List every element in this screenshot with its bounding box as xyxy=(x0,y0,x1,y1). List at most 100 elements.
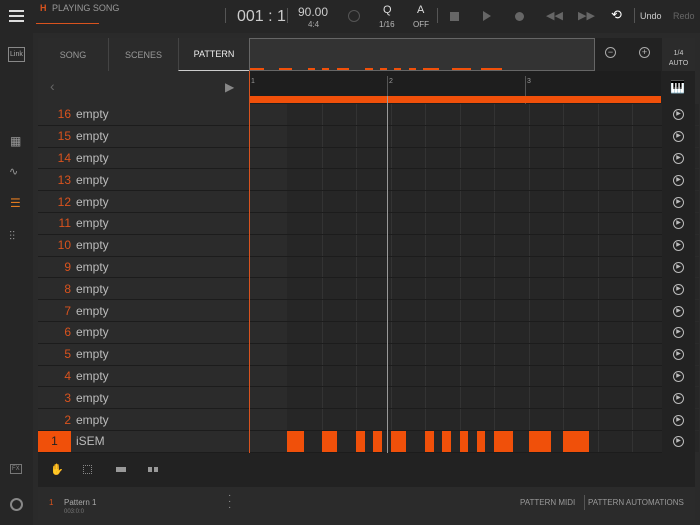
track-lane[interactable] xyxy=(287,234,699,256)
tempo[interactable]: 90.00 xyxy=(298,5,329,19)
track-play-button[interactable]: ▶ xyxy=(662,322,695,344)
loop-icon[interactable]: ⟲ xyxy=(611,7,622,22)
track-name[interactable]: empty xyxy=(76,390,109,405)
track-row[interactable]: 6 empty xyxy=(38,322,699,344)
track-row[interactable]: 2 empty xyxy=(38,409,699,431)
track-name[interactable]: empty xyxy=(76,303,109,318)
track-row[interactable]: 13 empty xyxy=(38,169,699,192)
menu-icon[interactable] xyxy=(9,10,24,22)
note-block[interactable] xyxy=(287,431,305,452)
track-lane[interactable] xyxy=(287,278,699,300)
track-name[interactable]: empty xyxy=(76,281,109,296)
song-position[interactable]: 001 : 1 xyxy=(237,8,286,25)
track-row[interactable]: 8 empty xyxy=(38,278,699,301)
link-button[interactable]: Link xyxy=(8,47,25,62)
note-block[interactable] xyxy=(528,431,551,452)
track-play-button[interactable]: ▶ xyxy=(662,125,695,148)
piano-icon[interactable]: 🎹 xyxy=(670,80,685,94)
track-row[interactable]: 14 empty xyxy=(38,147,699,170)
track-lane[interactable] xyxy=(287,409,699,430)
follow-playhead-icon[interactable]: ▶ xyxy=(225,80,235,94)
track-lane[interactable] xyxy=(287,191,699,212)
grid-icon[interactable]: ▦ xyxy=(10,134,22,148)
track-lane[interactable] xyxy=(287,104,699,125)
track-row[interactable]: 10 empty xyxy=(38,234,699,257)
zoom-out-icon[interactable]: − xyxy=(605,47,616,58)
note-block[interactable] xyxy=(356,431,365,452)
track-lane[interactable] xyxy=(287,322,699,343)
mixer-icon[interactable]: ⫶⫶ xyxy=(9,229,16,243)
track-row[interactable]: 9 empty xyxy=(38,256,699,279)
zoom-in-icon[interactable]: + xyxy=(639,47,650,58)
track-lane[interactable] xyxy=(287,213,699,234)
fast-forward-icon[interactable]: ▶▶ xyxy=(578,10,595,22)
track-name[interactable]: empty xyxy=(76,107,109,122)
track-lane[interactable] xyxy=(287,147,699,169)
track-lane[interactable] xyxy=(287,256,699,278)
track-play-button[interactable]: ▶ xyxy=(662,300,695,322)
track-lane[interactable] xyxy=(287,169,699,191)
track-play-button[interactable]: ▶ xyxy=(662,191,695,213)
note-block[interactable] xyxy=(321,431,338,452)
track-play-button[interactable]: ▶ xyxy=(662,169,695,192)
select-tool-icon[interactable] xyxy=(83,465,92,474)
track-lane[interactable] xyxy=(287,431,699,452)
more-options-icon[interactable]: · · · xyxy=(228,490,232,513)
grid-setting-button[interactable]: 1/4 AUTO xyxy=(662,38,695,71)
back-icon[interactable]: ‹ xyxy=(50,78,55,94)
track-row[interactable]: 16 empty xyxy=(38,104,699,126)
track-name[interactable]: empty xyxy=(76,129,109,144)
note-block[interactable] xyxy=(459,431,469,452)
pattern-midi-button[interactable]: PATTERN MIDI xyxy=(520,498,576,507)
track-row[interactable]: 12 empty xyxy=(38,191,699,213)
track-play-button[interactable]: ▶ xyxy=(662,431,695,453)
track-name[interactable]: empty xyxy=(76,238,109,253)
track-row[interactable]: 11 empty xyxy=(38,213,699,235)
track-name[interactable]: empty xyxy=(76,368,109,383)
merge-tool-icon[interactable] xyxy=(116,467,126,472)
track-name[interactable]: iSEM xyxy=(76,434,105,449)
track-name[interactable]: empty xyxy=(76,150,109,165)
loop-region[interactable] xyxy=(249,96,661,103)
rewind-icon[interactable]: ◀◀ xyxy=(546,10,563,22)
track-lane[interactable] xyxy=(287,387,699,409)
track-play-button[interactable]: ▶ xyxy=(662,256,695,279)
track-lane[interactable] xyxy=(287,300,699,321)
track-lane[interactable] xyxy=(287,343,699,365)
track-play-button[interactable]: ▶ xyxy=(662,343,695,366)
track-row[interactable]: 1 iSEM xyxy=(38,431,699,453)
auto-value[interactable]: OFF xyxy=(413,20,429,29)
record-icon[interactable] xyxy=(515,12,524,21)
track-lane[interactable] xyxy=(287,365,699,387)
track-play-button[interactable]: ▶ xyxy=(662,147,695,170)
time-signature[interactable]: 4:4 xyxy=(308,20,320,29)
track-name[interactable]: empty xyxy=(76,259,109,274)
track-row[interactable]: 3 empty xyxy=(38,387,699,410)
track-play-button[interactable]: ▶ xyxy=(662,409,695,431)
track-row[interactable]: 15 empty xyxy=(38,125,699,148)
undo-button[interactable]: Undo xyxy=(640,11,662,21)
track-name[interactable]: empty xyxy=(76,172,109,187)
track-name[interactable]: empty xyxy=(76,194,109,209)
note-block[interactable] xyxy=(442,431,451,452)
track-row[interactable]: 5 empty xyxy=(38,343,699,366)
fx-button[interactable]: FX xyxy=(10,464,22,474)
track-name[interactable]: empty xyxy=(76,412,109,427)
track-row[interactable]: 7 empty xyxy=(38,300,699,322)
tab-song[interactable]: SONG xyxy=(38,38,108,71)
play-icon[interactable] xyxy=(483,11,491,21)
redo-button[interactable]: Redo xyxy=(673,11,695,21)
note-block[interactable] xyxy=(373,431,382,452)
split-tool-icon[interactable] xyxy=(148,467,158,472)
note-block[interactable] xyxy=(494,431,513,452)
quantize-value[interactable]: 1/16 xyxy=(379,20,395,29)
track-name[interactable]: empty xyxy=(76,216,109,231)
track-play-button[interactable]: ▶ xyxy=(662,278,695,301)
pattern-icon[interactable]: ☰ xyxy=(10,196,21,210)
track-play-button[interactable]: ▶ xyxy=(662,234,695,257)
note-block[interactable] xyxy=(425,431,434,452)
track-row[interactable]: 4 empty xyxy=(38,365,699,388)
waveform-icon[interactable]: ∿ xyxy=(9,166,19,178)
stop-icon[interactable] xyxy=(450,12,459,21)
quantize-label[interactable]: Q xyxy=(383,4,392,16)
